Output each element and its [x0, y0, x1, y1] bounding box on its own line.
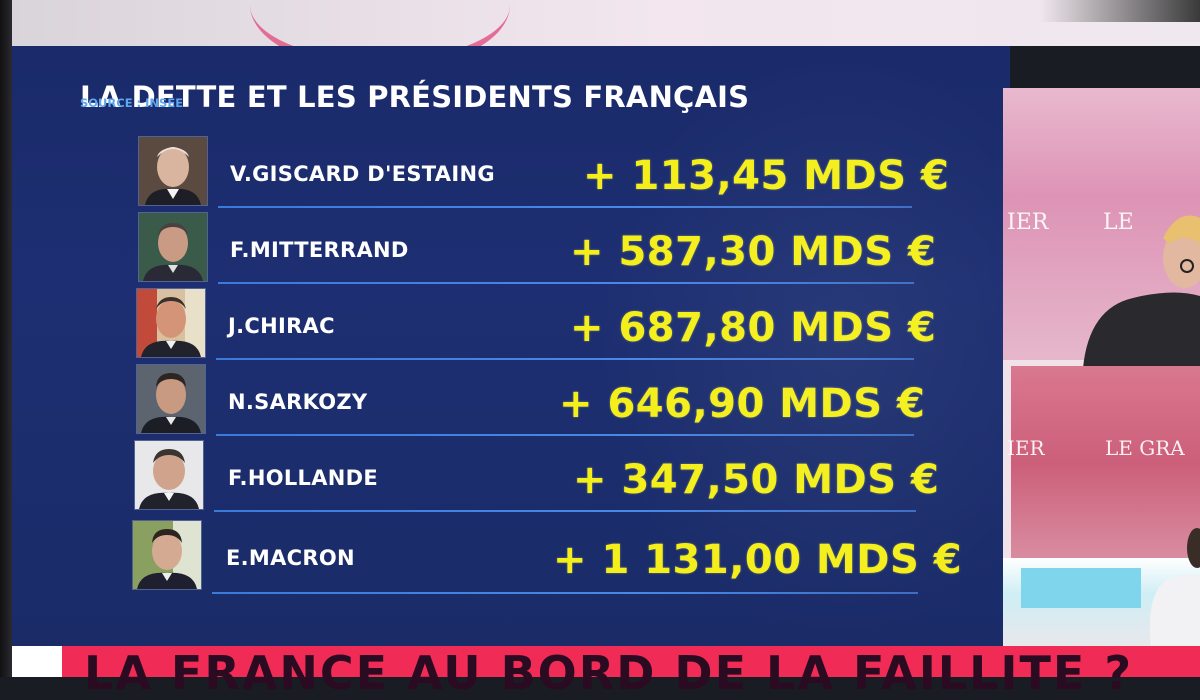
president-name: V.GISCARD D'ESTAING — [230, 162, 495, 186]
ticker-left-block — [12, 646, 62, 677]
presenter-figure — [1083, 215, 1200, 368]
tv-bezel-corner — [1040, 0, 1200, 22]
president-row: N.SARKOZY + 646,90 MDS € — [12, 362, 1010, 436]
studio-video-feed: IER LE IER LE GRA — [1003, 88, 1200, 648]
row-separator — [216, 358, 914, 360]
tv-bezel-left — [0, 0, 12, 677]
news-ticker: LA FRANCE AU BORD DE LA FAILLITE ? — [12, 646, 1200, 696]
ticker-bar — [62, 646, 1200, 677]
graphic-source: SOURCE : INSEE — [80, 96, 184, 110]
graphic-title: LA DETTE ET LES PRÉSIDENTS FRANÇAIS — [80, 80, 750, 114]
debt-graphic-panel: LA DETTE ET LES PRÉSIDENTS FRANÇAIS SOUR… — [12, 46, 1010, 646]
debt-value: + 646,90 MDS € — [559, 381, 926, 427]
president-photo — [134, 440, 204, 510]
president-name: F.HOLLANDE — [228, 466, 379, 490]
row-separator — [212, 592, 918, 594]
row-separator — [214, 510, 916, 512]
president-row: V.GISCARD D'ESTAING + 113,45 MDS € — [12, 134, 1010, 208]
debt-value: + 347,50 MDS € — [573, 457, 940, 503]
president-photo — [132, 520, 202, 590]
president-photo — [136, 364, 206, 434]
row-separator — [216, 434, 914, 436]
debt-value: + 1 131,00 MDS € — [553, 537, 963, 583]
debt-value: + 113,45 MDS € — [583, 153, 950, 199]
debt-value: + 587,30 MDS € — [570, 229, 937, 275]
studio-wall-text: LE — [1103, 210, 1134, 235]
president-photo — [138, 212, 208, 282]
president-row: F.HOLLANDE + 347,50 MDS € — [12, 438, 1010, 512]
studio-wall-text: IER — [1007, 210, 1049, 235]
president-name: N.SARKOZY — [228, 390, 368, 414]
president-row: E.MACRON + 1 131,00 MDS € — [12, 514, 1010, 590]
president-name: E.MACRON — [226, 546, 355, 570]
debt-value: + 687,80 MDS € — [570, 305, 937, 351]
studio-desk — [1021, 568, 1141, 608]
president-name: F.MITTERRAND — [230, 238, 409, 262]
ticker-headline: LA FRANCE AU BORD DE LA FAILLITE ? — [84, 646, 1134, 700]
studio-wall-text: IER — [1007, 436, 1045, 460]
president-row: J.CHIRAC + 687,80 MDS € — [12, 286, 1010, 360]
president-photo — [138, 136, 208, 206]
president-photo — [136, 288, 206, 358]
president-name: J.CHIRAC — [228, 314, 335, 338]
studio-wall-bottom — [1011, 366, 1200, 561]
row-separator — [218, 282, 914, 284]
tv-top-area — [0, 0, 1200, 70]
row-separator — [218, 206, 912, 208]
guest-figure — [1149, 528, 1200, 648]
president-row: F.MITTERRAND + 587,30 MDS € — [12, 210, 1010, 284]
studio-wall-text: LE GRA — [1105, 436, 1185, 460]
